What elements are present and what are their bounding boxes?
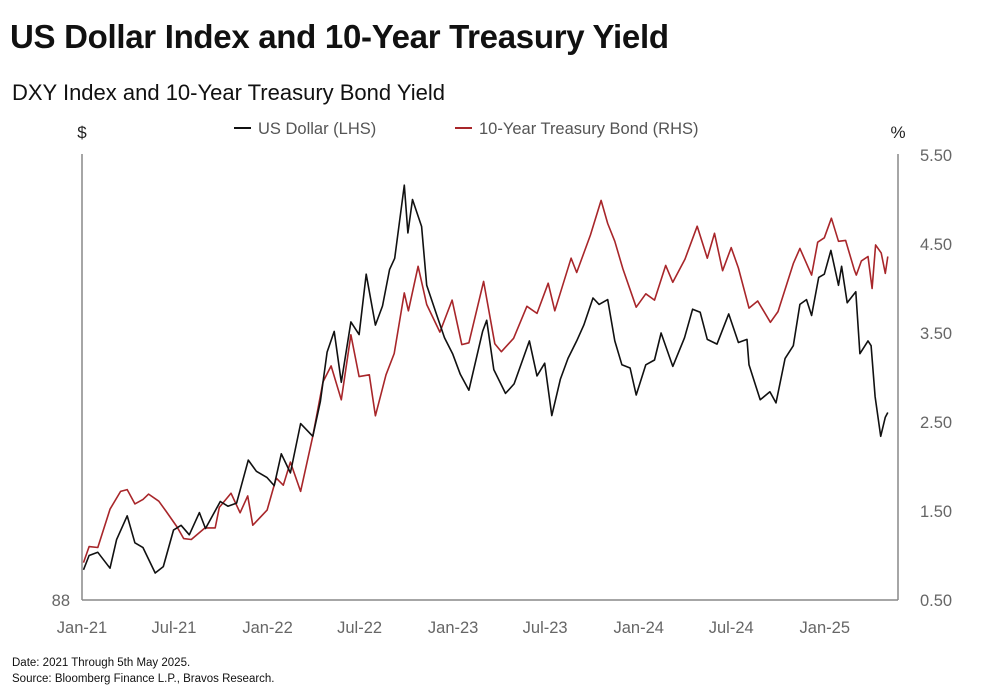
left-y-tick-label: 88 (52, 592, 70, 610)
date-note: Date: 2021 Through 5th May 2025. (12, 657, 191, 669)
right-y-tick-label: 0.50 (920, 592, 952, 610)
right-y-tick-label: 4.50 (920, 236, 952, 254)
right-y-tick-label: 5.50 (920, 147, 952, 165)
right-y-tick-label: 2.50 (920, 414, 952, 432)
source-note: Source: Bloomberg Finance L.P., Bravos R… (12, 673, 275, 685)
chart-subtitle: DXY Index and 10-Year Treasury Bond Yiel… (12, 80, 445, 105)
left-axis-unit: $ (77, 123, 87, 142)
x-tick-label: Jul-23 (523, 619, 568, 637)
x-tick-label: Jan-23 (428, 619, 478, 637)
x-tick-label: Jan-21 (57, 619, 107, 637)
x-tick-label: Jul-22 (337, 619, 382, 637)
legend-label-treasury: 10-Year Treasury Bond (RHS) (479, 120, 699, 138)
x-tick-label: Jul-24 (709, 619, 754, 637)
right-y-tick-label: 3.50 (920, 325, 952, 343)
legend: US Dollar (LHS) 10-Year Treasury Bond (R… (234, 120, 699, 138)
x-tick-label: Jul-21 (152, 619, 197, 637)
x-tick-label: Jan-22 (242, 619, 292, 637)
series-line-10y-treasury (82, 199, 889, 563)
legend-label-usd: US Dollar (LHS) (258, 120, 376, 138)
x-tick-label: Jan-24 (613, 619, 663, 637)
page-title: US Dollar Index and 10-Year Treasury Yie… (10, 18, 669, 55)
right-axis-unit: % (890, 123, 905, 142)
x-tick-label: Jan-25 (800, 619, 850, 637)
right-y-tick-label: 1.50 (920, 503, 952, 521)
series-line-us-dollar (82, 184, 889, 574)
